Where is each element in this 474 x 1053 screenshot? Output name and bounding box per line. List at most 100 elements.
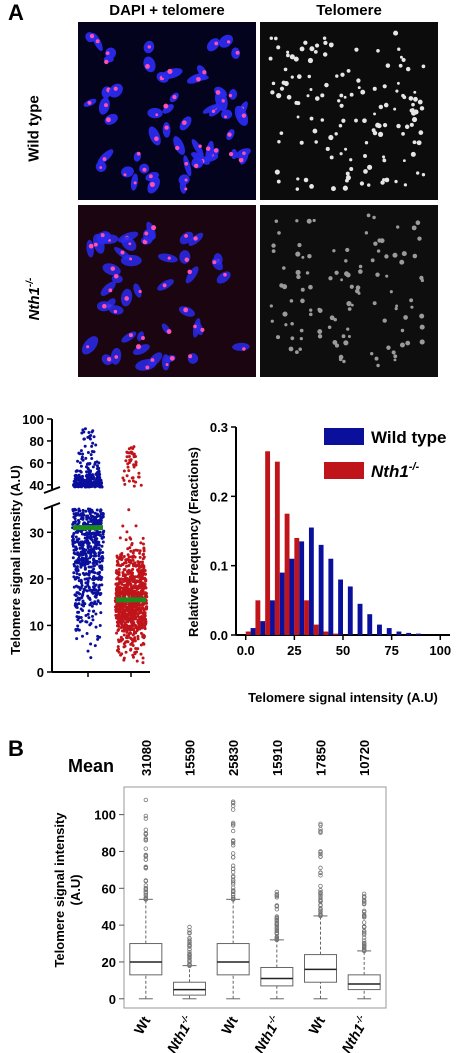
data-point xyxy=(95,464,99,468)
telomere-spot xyxy=(120,250,125,255)
data-point xyxy=(72,532,76,536)
data-point xyxy=(130,476,134,480)
data-point xyxy=(94,538,98,542)
telomere-spot xyxy=(299,46,305,52)
data-point xyxy=(81,540,85,544)
data-point xyxy=(74,598,78,602)
panel-b-label: B xyxy=(8,736,24,761)
telomere-spot xyxy=(382,123,388,128)
telomere-spot xyxy=(328,42,334,48)
telomere-spot xyxy=(282,311,288,317)
data-point xyxy=(85,531,89,535)
data-point xyxy=(117,581,121,585)
chromosome xyxy=(161,354,170,371)
data-point xyxy=(77,541,81,545)
telomere-spot xyxy=(290,336,295,341)
data-point xyxy=(143,576,147,580)
data-point xyxy=(139,652,143,656)
data-point xyxy=(83,533,87,537)
data-point xyxy=(115,620,119,624)
outlier-point xyxy=(318,883,323,889)
data-point xyxy=(91,477,95,481)
telomere-spot xyxy=(277,231,281,235)
outlier-point xyxy=(318,873,323,878)
outlier-point xyxy=(230,851,236,856)
data-point xyxy=(98,601,102,605)
data-point xyxy=(81,508,85,512)
data-point xyxy=(127,508,131,512)
telomere-spot xyxy=(164,125,169,130)
data-point xyxy=(131,627,135,631)
data-point xyxy=(138,603,142,607)
telomere-spot xyxy=(370,352,374,356)
data-point xyxy=(126,618,130,622)
data-point xyxy=(97,552,101,556)
telomere-spot xyxy=(345,171,350,176)
panel-a-label: A xyxy=(8,0,24,25)
data-point xyxy=(131,479,135,483)
data-point xyxy=(118,606,122,610)
telomere-spot xyxy=(154,136,159,142)
telomere-spot xyxy=(276,179,281,184)
data-point xyxy=(101,515,105,519)
telomere-spot xyxy=(184,257,189,262)
telomere-spot xyxy=(332,249,336,253)
telomere-spot xyxy=(269,36,274,40)
telomere-spot xyxy=(367,164,373,170)
data-point xyxy=(94,443,98,447)
data-point xyxy=(144,579,148,583)
data-point xyxy=(86,475,90,479)
telomere-spot xyxy=(87,100,92,105)
data-point xyxy=(120,590,124,594)
telomere-spot xyxy=(194,163,199,169)
telomere-spot xyxy=(421,173,426,177)
telomere-spot xyxy=(314,96,320,101)
data-point xyxy=(136,627,140,631)
data-point xyxy=(145,595,149,599)
box-iqr xyxy=(173,981,206,996)
y-tick-label: 60 xyxy=(30,456,44,471)
data-point xyxy=(139,643,143,647)
data-point xyxy=(83,602,87,606)
data-point xyxy=(114,613,118,617)
telomere-spot xyxy=(393,30,399,36)
bar-wild-type xyxy=(396,631,402,635)
data-point xyxy=(122,578,126,582)
telomere-spot xyxy=(298,347,302,351)
telomere-spot xyxy=(356,78,361,83)
data-point xyxy=(131,558,135,562)
data-point xyxy=(73,517,77,521)
data-point xyxy=(128,631,132,635)
chromosome xyxy=(146,221,156,240)
data-point xyxy=(87,544,91,548)
chromosome xyxy=(179,250,191,264)
chromosome xyxy=(205,140,214,163)
chromosome xyxy=(234,105,249,126)
data-point xyxy=(92,564,96,568)
data-point xyxy=(123,593,127,597)
telomere-spot xyxy=(401,132,405,136)
data-point xyxy=(86,612,90,616)
telomere-spot xyxy=(226,40,231,44)
telomere-spot xyxy=(309,184,314,189)
data-point xyxy=(99,508,103,512)
telomere-spot xyxy=(312,218,316,223)
data-point xyxy=(117,567,121,571)
telomere-spot xyxy=(228,152,234,157)
data-point xyxy=(99,578,103,582)
data-point xyxy=(124,650,128,654)
chromosome xyxy=(143,56,156,73)
telomere-spot xyxy=(105,51,110,56)
outlier-point xyxy=(361,948,367,953)
data-point xyxy=(88,437,92,441)
data-point xyxy=(92,588,96,592)
data-point xyxy=(124,640,128,644)
outlier-point xyxy=(318,850,323,855)
data-point xyxy=(91,510,95,514)
telomere-spot xyxy=(419,339,425,345)
data-point xyxy=(84,581,88,585)
data-point xyxy=(141,542,145,546)
data-point xyxy=(85,462,89,466)
outlier-point xyxy=(274,931,280,937)
y-tick-label: 0.0 xyxy=(210,628,228,643)
